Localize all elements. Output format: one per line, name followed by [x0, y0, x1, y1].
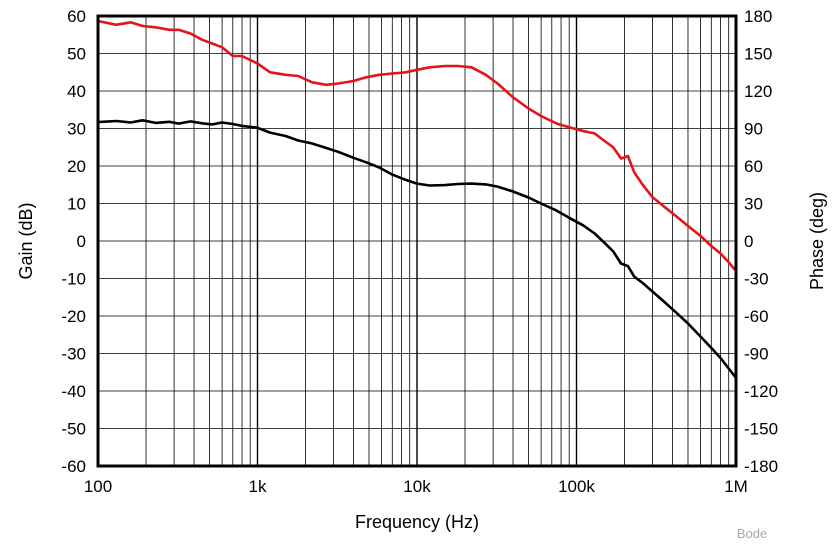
y-left-tick-label: -30	[61, 345, 86, 364]
x-tick-label: 10k	[403, 477, 431, 496]
y-right-tick-label: 30	[744, 195, 763, 214]
x-tick-label: 100k	[558, 477, 595, 496]
y-right-tick-label: -180	[744, 457, 778, 476]
right-axis-title: Phase (deg)	[807, 192, 827, 290]
y-right-tick-label: 150	[744, 45, 772, 64]
y-left-tick-label: -20	[61, 307, 86, 326]
x-axis-ticks: 100 1k 10k 100k 1M	[84, 477, 748, 496]
plot-frame	[96, 14, 738, 468]
watermark-label: Bode	[737, 526, 767, 541]
y-left-tick-label: 0	[77, 232, 86, 251]
y-left-tick-label: -50	[61, 420, 86, 439]
y-right-tick-label: 90	[744, 120, 763, 139]
y-left-tick-label: 30	[67, 120, 86, 139]
y-left-tick-label: 40	[67, 82, 86, 101]
y-right-tick-label: 0	[744, 232, 753, 251]
y-right-tick-label: -90	[744, 345, 769, 364]
y-right-tick-label: 60	[744, 157, 763, 176]
left-axis-ticks: 60 50 40 30 20 10 0 -10 -20 -30 -40 -50 -60	[61, 7, 86, 476]
x-tick-label: 100	[84, 477, 112, 496]
y-right-tick-label: 120	[744, 82, 772, 101]
y-right-tick-label: -120	[744, 382, 778, 401]
y-right-tick-label: -60	[744, 307, 769, 326]
x-tick-label: 1k	[249, 477, 267, 496]
y-left-tick-label: -40	[61, 382, 86, 401]
y-right-tick-label: -30	[744, 270, 769, 289]
gain-series-line	[96, 119, 738, 380]
y-left-tick-label: -60	[61, 457, 86, 476]
y-left-tick-label: 10	[67, 195, 86, 214]
right-axis-ticks: 180 150 120 90 60 30 0 -30 -60 -90 -120 -150 -180	[744, 7, 778, 476]
y-left-tick-label: -10	[61, 270, 86, 289]
x-axis-title: Frequency (Hz)	[355, 512, 479, 532]
left-axis-title: Gain (dB)	[16, 202, 36, 279]
grid	[98, 16, 736, 466]
y-left-tick-label: 20	[67, 157, 86, 176]
y-right-tick-label: -150	[744, 420, 778, 439]
y-right-tick-label: 180	[744, 7, 772, 26]
phase-series-line	[96, 19, 738, 273]
x-tick-label: 1M	[724, 477, 748, 496]
series-layer	[96, 19, 738, 380]
y-left-tick-label: 50	[67, 45, 86, 64]
y-left-tick-label: 60	[67, 7, 86, 26]
